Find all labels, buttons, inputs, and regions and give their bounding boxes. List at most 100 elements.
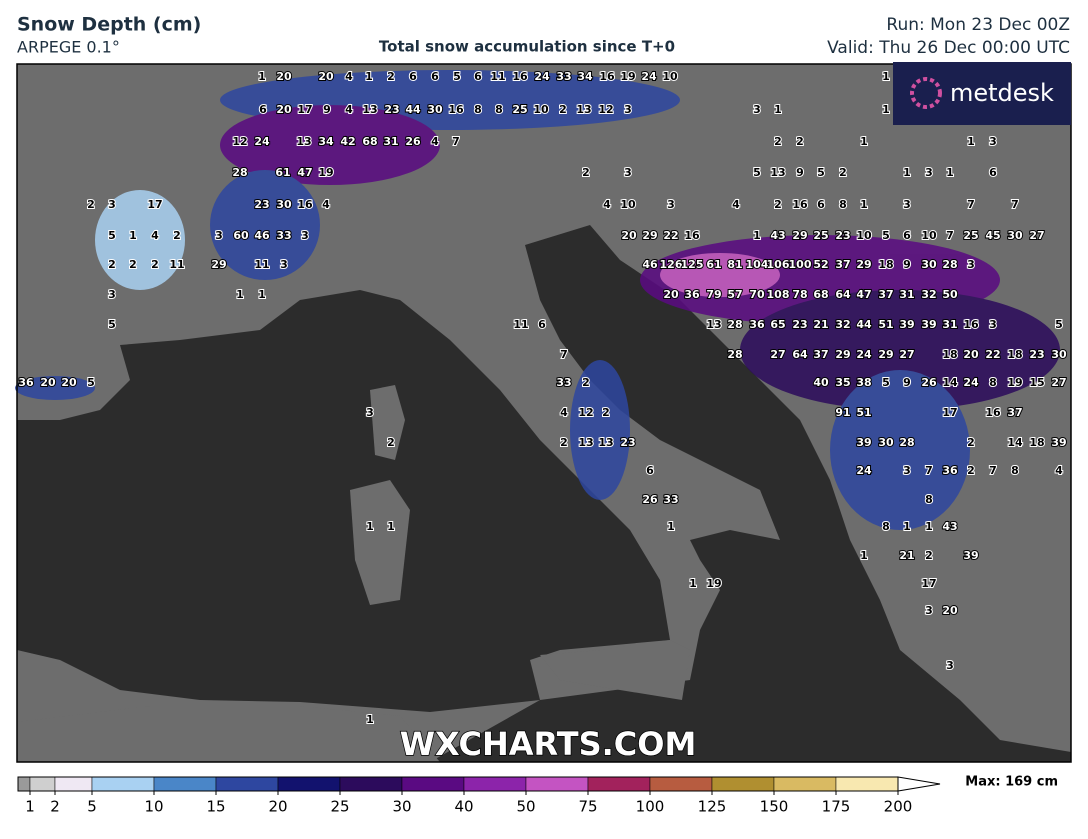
snow-value: 1: [774, 103, 782, 116]
snow-value: 32: [835, 318, 850, 331]
snow-value: 2: [151, 258, 159, 271]
snow-value: 38: [856, 376, 871, 389]
snow-value: 17: [297, 103, 312, 116]
snow-value: 19: [1007, 376, 1022, 389]
snow-value: 7: [989, 464, 997, 477]
snow-value: 39: [1051, 436, 1066, 449]
snow-value: 1: [387, 520, 395, 533]
snow-value: 39: [921, 318, 936, 331]
snow-value: 60: [233, 229, 249, 242]
snow-value: 9: [796, 166, 804, 179]
colorbar-segment: [29, 776, 56, 792]
snow-value: 1: [366, 713, 374, 726]
colorbar-segment: [587, 776, 651, 792]
snow-value: 3: [280, 258, 288, 271]
snow-value: 30: [921, 258, 937, 271]
snow-value: 19: [318, 166, 333, 179]
snow-value: 3: [967, 258, 975, 271]
snow-value: 23: [1029, 348, 1044, 361]
snow-value: 34: [318, 135, 334, 148]
snow-value: 3: [925, 604, 933, 617]
snow-value: 28: [232, 166, 247, 179]
snow-value: 4: [345, 103, 353, 116]
snow-value: 1: [236, 288, 244, 301]
sicily: [540, 640, 690, 700]
snow-value: 79: [706, 288, 721, 301]
colorbar-tick-label: 100: [636, 798, 665, 816]
snow-value: 61: [706, 258, 721, 271]
colorbar-tick-label: 2: [50, 798, 60, 816]
snow-value: 28: [942, 258, 957, 271]
snow-value: 68: [813, 288, 828, 301]
snow-value: 28: [727, 348, 742, 361]
colorbar-tick-label: 75: [578, 798, 597, 816]
snow-value: 16: [297, 198, 313, 211]
snow-value: 64: [792, 348, 808, 361]
snow-value: 25: [963, 229, 978, 242]
snow-value: 44: [405, 103, 421, 116]
snow-value: 30: [1051, 348, 1067, 361]
snow-value: 23: [384, 103, 399, 116]
snow-value: 50: [942, 288, 958, 301]
snow-value: 37: [878, 288, 893, 301]
snow-value: 10: [533, 103, 549, 116]
subtitle: Total snow accumulation since T+0: [379, 38, 675, 56]
snow-value: 29: [835, 348, 850, 361]
snow-value: 11: [254, 258, 269, 271]
snow-value: 46: [642, 258, 658, 271]
snow-value: 36: [684, 288, 700, 301]
map-frame: [16, 63, 1072, 763]
snow-value: 78: [792, 288, 807, 301]
snow-value: 28: [899, 436, 914, 449]
snow-value: 5: [882, 376, 890, 389]
snow-value: 2: [87, 198, 95, 211]
colorbar-extend: [897, 776, 941, 792]
snow-value: 24: [534, 70, 550, 83]
snow-value: 18: [942, 348, 957, 361]
model: ARPEGE 0.1°: [17, 38, 120, 57]
snow-value: 4: [732, 198, 740, 211]
snow-value: 5: [108, 229, 116, 242]
snow-value: 8: [925, 493, 933, 506]
snow-value: 25: [512, 103, 527, 116]
snow-value: 57: [727, 288, 742, 301]
snow-value: 13: [770, 166, 785, 179]
colorbar-segment: [711, 776, 775, 792]
snow-value: 10: [662, 70, 678, 83]
colorbar-tick-label: 200: [884, 798, 913, 816]
snow-value: 1: [753, 229, 761, 242]
snow-value: 6: [817, 198, 825, 211]
snow-value: 5: [453, 70, 461, 83]
snow-value: 65: [770, 318, 785, 331]
sea: [430, 225, 1071, 762]
snow-value: 16: [684, 229, 700, 242]
logo: metdesk: [950, 79, 1054, 107]
snow-value: 15: [1029, 376, 1044, 389]
snow-value: 47: [856, 288, 871, 301]
snow-value: 39: [856, 436, 871, 449]
snow-value: 25: [813, 229, 828, 242]
snow-value: 3: [108, 288, 116, 301]
snow-value: 7: [560, 348, 568, 361]
sea: [17, 290, 670, 712]
snow-value: 20: [963, 348, 979, 361]
snow-value: 6: [989, 166, 997, 179]
snow-value: 32: [921, 288, 936, 301]
snow-value: 2: [560, 436, 568, 449]
snow-value: 2: [839, 166, 847, 179]
snow-value: 1: [903, 166, 911, 179]
snow-value: 61: [275, 166, 290, 179]
snow-value: 6: [431, 70, 439, 83]
snow-value: 8: [882, 520, 890, 533]
corsica: [370, 385, 405, 460]
snow-value: 2: [602, 406, 610, 419]
snow-value: 10: [921, 229, 937, 242]
snow-value: 1: [258, 70, 266, 83]
snow-value: 16: [985, 406, 1001, 419]
title: Snow Depth (cm): [17, 14, 201, 36]
snow-value: 3: [108, 198, 116, 211]
snow-value: 4: [345, 70, 353, 83]
snow-value: 33: [556, 70, 571, 83]
snow-value: 81: [727, 258, 742, 271]
